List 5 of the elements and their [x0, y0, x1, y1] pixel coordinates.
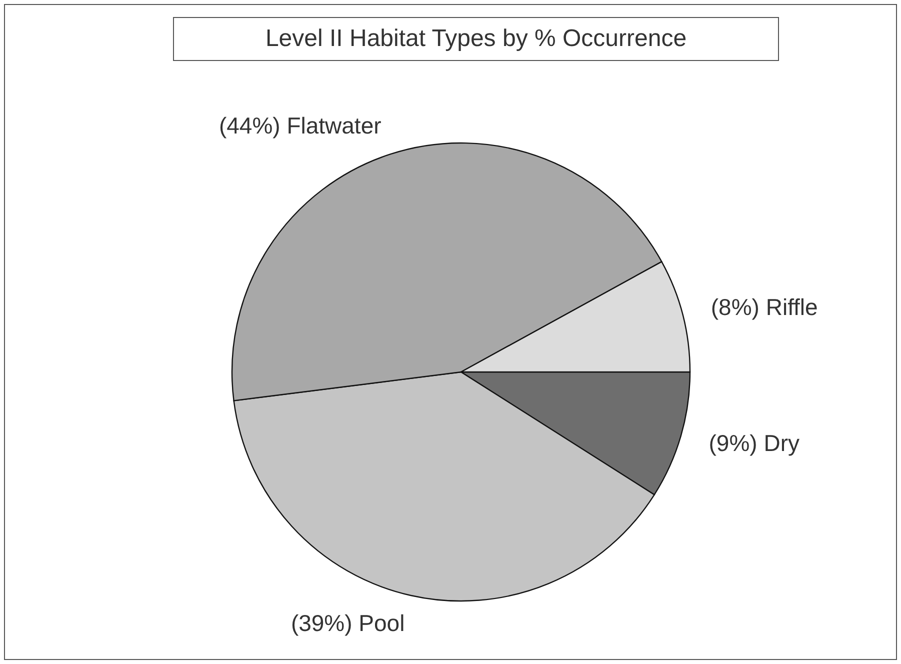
slice-label: (39%) Pool [290, 610, 405, 636]
slice-label: (9%) Dry [708, 430, 800, 456]
chart-title: Level II Habitat Types by % Occurrence [173, 17, 779, 61]
slice-label: (8%) Riffle [710, 294, 818, 320]
slice-label: (44%) Flatwater [218, 112, 382, 139]
